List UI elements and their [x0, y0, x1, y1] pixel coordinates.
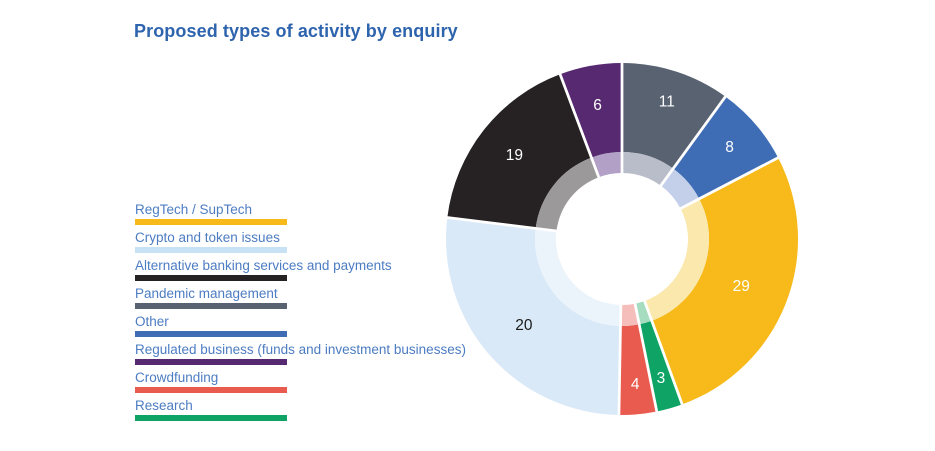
- segment-separator: [642, 299, 684, 406]
- segment-regulated-business: [560, 63, 622, 158]
- segment-inner-crypto-token-issues: [535, 228, 621, 326]
- segment-value-label-pandemic-management: 11: [659, 94, 675, 111]
- segment-crowdfunding: [618, 324, 657, 415]
- segment-regtech-suptech: [651, 157, 798, 405]
- legend-color-bar: [135, 331, 287, 337]
- segment-value-label-crowdfunding: 4: [631, 376, 640, 393]
- legend-color-bar: [135, 303, 287, 309]
- legend-item-pandemic-management: Pandemic management: [135, 286, 535, 309]
- segment-separator: [679, 156, 780, 211]
- legend: RegTech / SupTech Crypto and token issues…: [135, 202, 535, 426]
- legend-item-label: Other: [135, 314, 169, 329]
- segment-value-label-research: 3: [657, 370, 666, 387]
- segment-research: [639, 320, 683, 412]
- legend-item-label: Crowdfunding: [135, 370, 219, 385]
- legend-item-label: Pandemic management: [135, 286, 278, 301]
- legend-item-regulated-business: Regulated business (funds and investment…: [135, 342, 535, 365]
- legend-item-other: Other: [135, 314, 535, 337]
- segment-value-label-alternative-banking: 19: [506, 147, 523, 164]
- segment-inner-crowdfunding: [620, 303, 640, 327]
- legend-color-bar: [135, 415, 287, 421]
- segment-other: [673, 96, 779, 199]
- legend-item-alternative-banking: Alternative banking services and payment…: [135, 258, 535, 281]
- segment-separator: [446, 216, 558, 233]
- legend-item-label: Alternative banking services and payment…: [135, 258, 392, 273]
- legend-item-label: Research: [135, 398, 193, 413]
- legend-color-bar: [135, 247, 287, 253]
- segment-inner-regtech-suptech: [644, 198, 709, 321]
- legend-item-crypto-token-issues: Crypto and token issues: [135, 230, 535, 253]
- segment-value-label-regulated-business: 6: [593, 97, 602, 114]
- segment-inner-alternative-banking: [535, 157, 599, 231]
- segment-crypto-token-issues: [445, 217, 621, 415]
- segment-separator: [659, 95, 727, 188]
- legend-color-bar: [135, 219, 287, 225]
- segment-inner-regulated-business: [591, 152, 622, 178]
- segment-value-label-crypto-token-issues: 20: [515, 317, 533, 334]
- legend-color-bar: [135, 387, 287, 393]
- segment-inner-other: [660, 168, 700, 209]
- segment-value-label-regtech-suptech: 29: [733, 278, 750, 295]
- legend-item-research: Research: [135, 398, 535, 421]
- segment-inner-pandemic-management: [622, 152, 674, 186]
- segment-alternative-banking: [447, 74, 592, 229]
- legend-color-bar: [135, 275, 287, 281]
- segment-separator: [558, 73, 601, 179]
- legend-item-label: Crypto and token issues: [135, 230, 280, 245]
- chart-title: Proposed types of activity by enquiry: [134, 21, 458, 41]
- segment-value-label-other: 8: [725, 139, 734, 156]
- legend-item-label: RegTech / SupTech: [135, 202, 253, 217]
- legend-color-bar: [135, 359, 287, 365]
- segment-separator: [633, 302, 659, 413]
- legend-item-crowdfunding: Crowdfunding: [135, 370, 535, 393]
- legend-item-label: Regulated business (funds and investment…: [135, 342, 466, 357]
- legend-item-regtech-suptech: RegTech / SupTech: [135, 202, 535, 225]
- segment-pandemic-management: [622, 63, 726, 169]
- segment-separator: [617, 303, 623, 416]
